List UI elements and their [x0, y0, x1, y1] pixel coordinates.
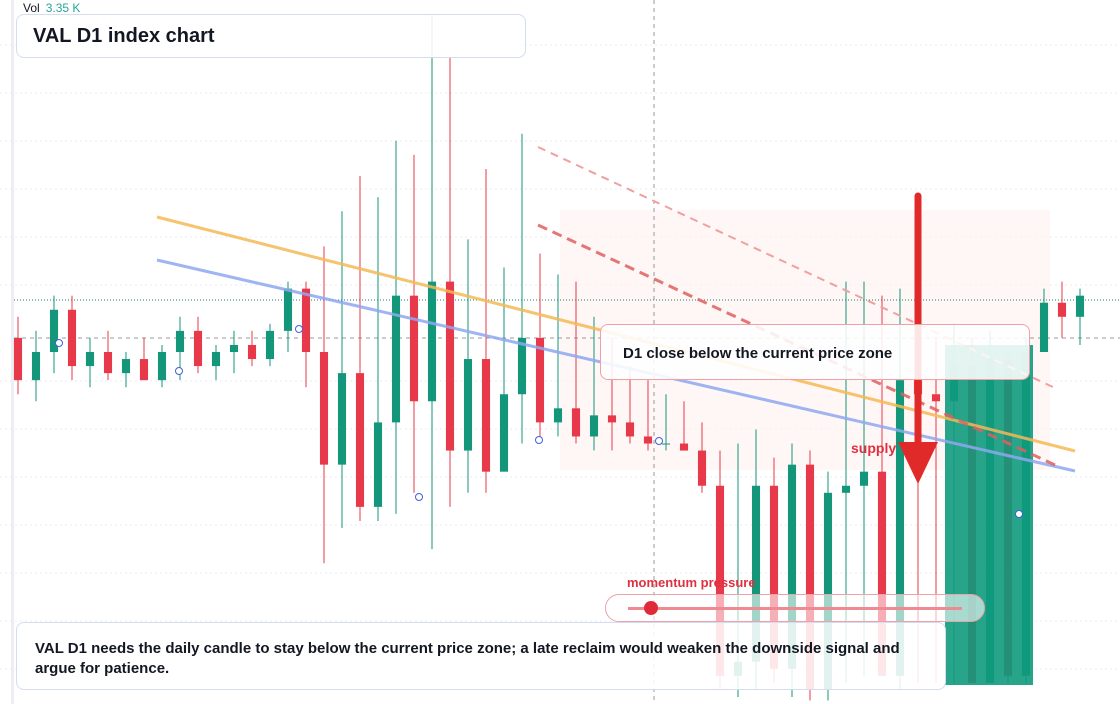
candle-body [823, 492, 833, 690]
candle-body [301, 288, 311, 352]
candle-body [1057, 302, 1067, 317]
candle-body [211, 352, 221, 367]
left-edge [11, 0, 14, 704]
candle-body [121, 359, 131, 374]
candle-body [769, 485, 779, 669]
candle-body [481, 359, 491, 472]
candle-body [895, 380, 905, 676]
momentum-slider[interactable] [605, 594, 985, 622]
candle-body [805, 464, 815, 690]
candle-body [643, 436, 653, 444]
candle-body [229, 344, 239, 352]
candle-body [265, 330, 275, 360]
volume-value: 3.35 K [45, 1, 81, 15]
candle-body [535, 337, 545, 423]
candle-body [391, 295, 401, 423]
candle-body [679, 443, 689, 451]
candle-body [157, 352, 167, 381]
candle-body [85, 352, 95, 367]
candle-body [355, 373, 365, 507]
candle-body [1075, 295, 1085, 317]
candle-body [445, 281, 455, 451]
candle-body [175, 330, 185, 352]
volume-label: Vol [23, 1, 40, 15]
supply-label: supply [851, 440, 897, 456]
momentum-label: momentum pressure [627, 575, 756, 590]
candle-body [103, 352, 113, 374]
candle-body [859, 471, 869, 486]
candle-body [751, 485, 761, 662]
candle-body [607, 415, 617, 423]
slider-track [628, 607, 962, 610]
candle-body [553, 408, 563, 423]
candle-body [571, 408, 581, 437]
candle-body [49, 309, 59, 352]
candle-body [625, 422, 635, 437]
candle-body [247, 344, 257, 360]
candle-body [931, 394, 941, 402]
candle-body [463, 359, 473, 451]
candle-body [67, 309, 77, 367]
candle-body [139, 359, 149, 381]
dashed-line [537, 146, 1056, 389]
candle-body [319, 352, 329, 465]
chart-title: VAL D1 index chart [16, 14, 526, 58]
candle-body [661, 443, 671, 445]
arrow-head [898, 442, 938, 484]
candle-body [409, 295, 419, 402]
candle-body [337, 373, 347, 465]
candle-body [841, 485, 851, 493]
candle-body [1039, 302, 1049, 352]
markers [55, 325, 1023, 518]
zone-callout: D1 close below the current price zone [600, 324, 1030, 380]
candle-body [787, 464, 797, 669]
candle-body [697, 450, 707, 486]
candle-body [589, 415, 599, 437]
volume-legend: Vol 3.35 K [23, 1, 80, 15]
candle-body [517, 337, 527, 395]
candle-body [13, 337, 23, 381]
note: VAL D1 needs the daily candle to stay be… [16, 622, 946, 690]
candle-body [877, 471, 887, 676]
candle-body [193, 330, 203, 367]
candle-body [31, 352, 41, 381]
slider-knob[interactable] [644, 601, 658, 615]
candle-body [499, 394, 509, 472]
candle-body [427, 281, 437, 402]
candle-body [715, 485, 725, 676]
candle-body [373, 422, 383, 507]
candle-body [283, 288, 293, 331]
